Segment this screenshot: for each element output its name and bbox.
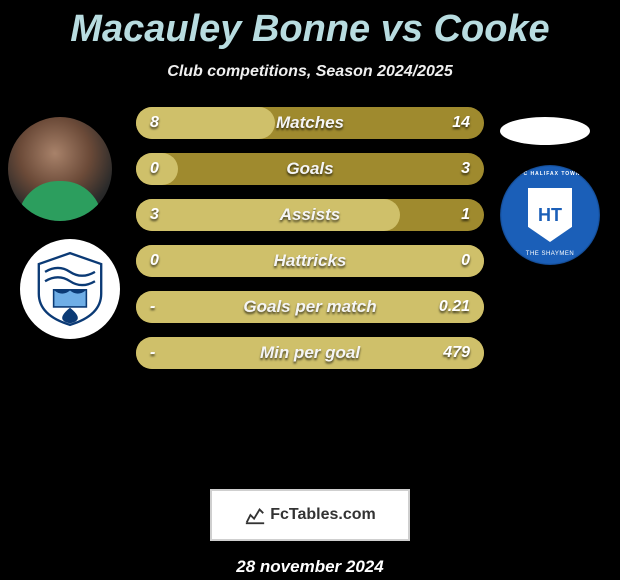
- stat-bars: Matches814Goals03Assists31Hattricks00Goa…: [136, 107, 484, 383]
- stat-row: Matches8 14: [136, 107, 484, 139]
- halifax-shield-icon: HT: [528, 188, 572, 242]
- stat-row: Assists3 1: [136, 199, 484, 231]
- stat-label: Goals: [136, 153, 484, 185]
- stat-value-right: 1: [461, 199, 470, 231]
- stat-label: Matches: [136, 107, 484, 139]
- stat-label: Assists: [136, 199, 484, 231]
- stat-value-left: 8: [150, 107, 159, 139]
- stat-value-right: 14: [452, 107, 470, 139]
- club-right-initials: HT: [538, 205, 562, 226]
- club-right-top-text: FC HALIFAX TOWN: [519, 171, 580, 177]
- club-left-badge: [20, 239, 120, 339]
- stat-value-right: 479: [443, 337, 470, 369]
- stat-row: Goals0 3: [136, 153, 484, 185]
- chart-icon: [244, 504, 266, 526]
- stat-row: Min per goal- 479: [136, 337, 484, 369]
- club-right-bottom-text: THE SHAYMEN: [526, 251, 574, 257]
- page-title: Macauley Bonne vs Cooke: [0, 0, 620, 51]
- stat-value-left: -: [150, 291, 155, 323]
- stat-label: Min per goal: [136, 337, 484, 369]
- stat-label: Goals per match: [136, 291, 484, 323]
- stat-row: Goals per match- 0.21: [136, 291, 484, 323]
- stat-value-left: 0: [150, 245, 159, 277]
- stat-value-left: -: [150, 337, 155, 369]
- stat-value-left: 3: [150, 199, 159, 231]
- subtitle: Club competitions, Season 2024/2025: [0, 63, 620, 81]
- footer-brand-box[interactable]: FcTables.com: [210, 489, 410, 541]
- southend-badge-icon: [31, 250, 109, 328]
- stat-label: Hattricks: [136, 245, 484, 277]
- stat-value-right: 0: [461, 245, 470, 277]
- player-right-avatar: [500, 117, 590, 145]
- player-left-avatar: [8, 117, 112, 221]
- stat-value-right: 0.21: [439, 291, 470, 323]
- stat-value-left: 0: [150, 153, 159, 185]
- footer-brand-text: FcTables.com: [270, 506, 376, 524]
- stat-row: Hattricks0 0: [136, 245, 484, 277]
- date-text: 28 november 2024: [0, 557, 620, 577]
- club-right-badge: FC HALIFAX TOWN HT THE SHAYMEN: [500, 165, 600, 265]
- stat-value-right: 3: [461, 153, 470, 185]
- comparison-panel: FC HALIFAX TOWN HT THE SHAYMEN Matches8 1…: [0, 109, 620, 489]
